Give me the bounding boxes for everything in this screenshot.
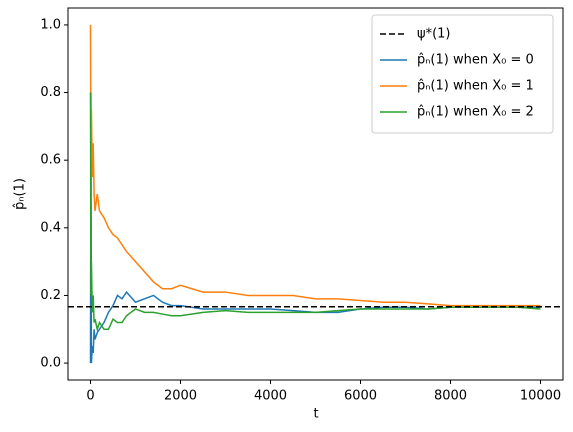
y-tick-label: 0.2 <box>40 288 61 303</box>
series-line <box>89 24 541 307</box>
x-tick-label: 0 <box>86 389 94 404</box>
legend-label: ψ*(1) <box>417 27 451 42</box>
plot-frame <box>67 7 564 381</box>
y-tick-label: 0.4 <box>40 220 61 235</box>
legend-box <box>371 14 554 134</box>
y-tick-label: 0.6 <box>40 153 61 168</box>
x-tick-label: 8000 <box>434 389 467 404</box>
y-tick-label: 1.0 <box>40 17 61 32</box>
y-tick-label: 0.8 <box>40 85 61 100</box>
x-tick-label: 6000 <box>344 389 377 404</box>
y-tick-label: 0.0 <box>40 356 61 371</box>
series-line <box>89 92 541 333</box>
legend-label: p̂ₙ(1) when X₀ = 0 <box>417 53 534 68</box>
x-axis-label: t <box>313 407 318 422</box>
y-axis-label: p̂ₙ(1) <box>13 178 28 210</box>
x-tick-label: 10000 <box>520 389 561 404</box>
x-tick-label: 4000 <box>254 389 287 404</box>
x-tick-label: 2000 <box>164 389 197 404</box>
legend-label: p̂ₙ(1) when X₀ = 1 <box>417 79 534 94</box>
legend-label: p̂ₙ(1) when X₀ = 2 <box>417 105 534 120</box>
